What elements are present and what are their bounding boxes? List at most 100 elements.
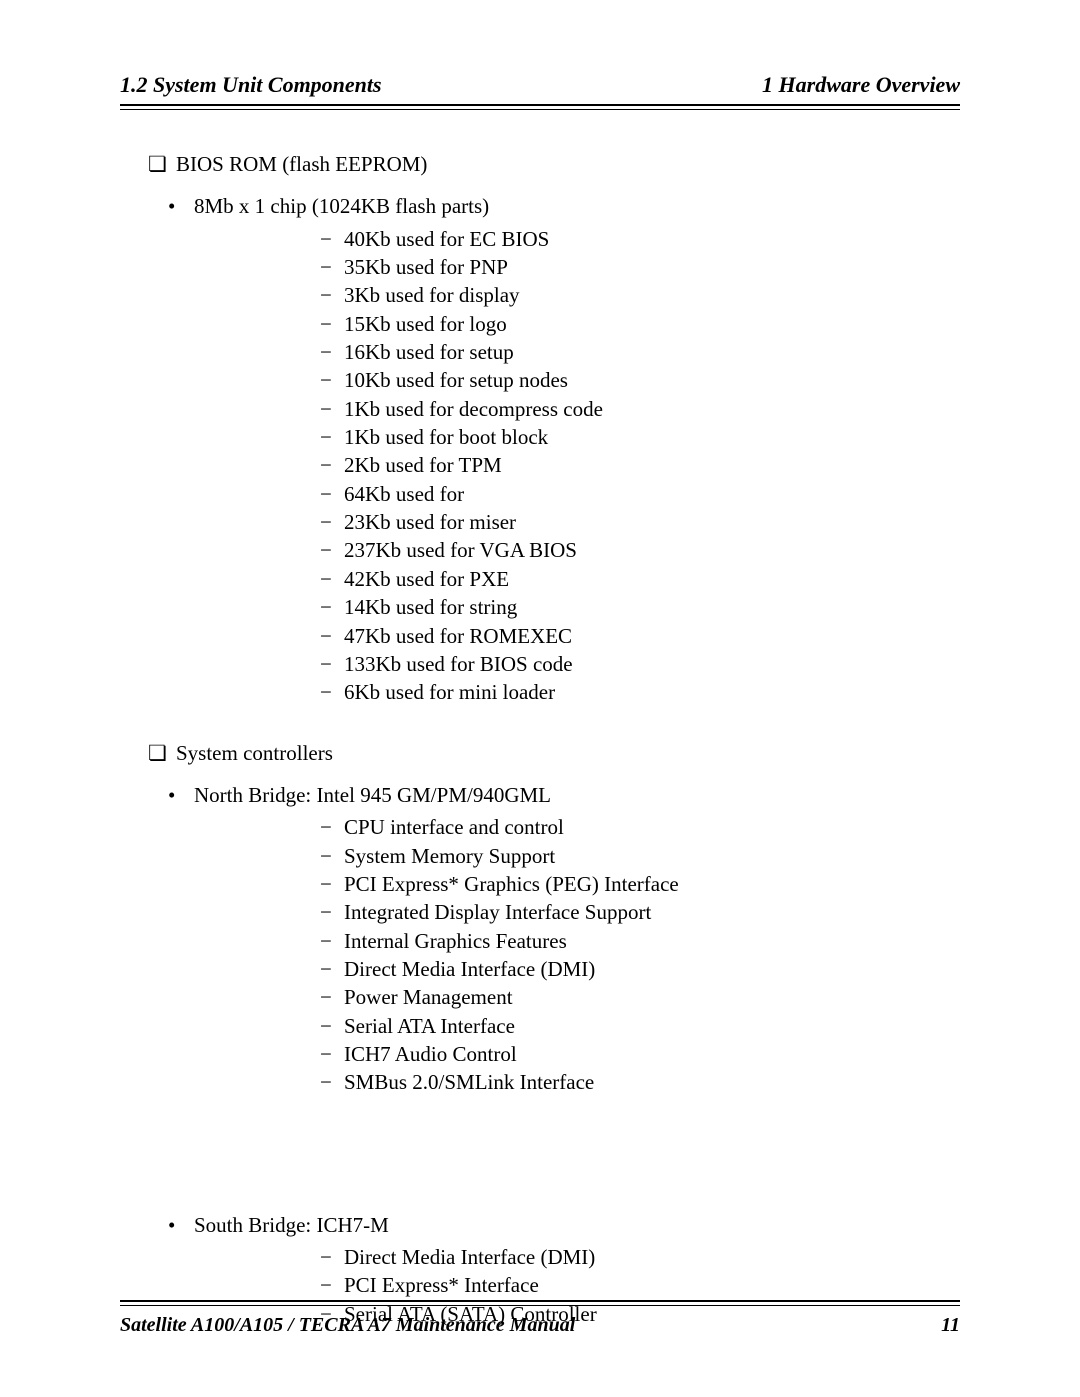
dash-item: −2Kb used for TPM xyxy=(320,451,960,479)
dash-item: −6Kb used for mini loader xyxy=(320,678,960,706)
dash-text: 2Kb used for TPM xyxy=(344,453,502,477)
content-body: ❏BIOS ROM (flash EEPROM)•8Mb x 1 chip (1… xyxy=(120,150,960,1328)
dash-text: 15Kb used for logo xyxy=(344,312,507,336)
dash-icon: − xyxy=(320,338,344,366)
dash-text: Power Management xyxy=(344,985,513,1009)
header-left: 1.2 System Unit Components xyxy=(120,72,382,98)
dash-icon: − xyxy=(320,898,344,926)
bullet-text: North Bridge: Intel 945 GM/PM/940GML xyxy=(194,783,551,807)
dash-item: −Integrated Display Interface Support xyxy=(320,898,960,926)
dash-icon: − xyxy=(320,983,344,1011)
dash-text: ICH7 Audio Control xyxy=(344,1042,517,1066)
dash-icon: − xyxy=(320,423,344,451)
header-rule xyxy=(120,104,960,110)
section-heading: ❏System controllers xyxy=(148,739,960,767)
dash-text: 3Kb used for display xyxy=(344,283,520,307)
page-footer: Satellite A100/A105 / TECRA A7 Maintenan… xyxy=(120,1300,960,1337)
dash-text: 10Kb used for setup nodes xyxy=(344,368,568,392)
dash-text: Direct Media Interface (DMI) xyxy=(344,1245,595,1269)
dash-item: −1Kb used for decompress code xyxy=(320,395,960,423)
dash-icon: − xyxy=(320,955,344,983)
dash-text: CPU interface and control xyxy=(344,815,564,839)
dash-item: −PCI Express* Interface xyxy=(320,1271,960,1299)
dash-text: 1Kb used for decompress code xyxy=(344,397,603,421)
dash-text: 64Kb used for xyxy=(344,482,464,506)
dash-icon: − xyxy=(320,225,344,253)
header-right: 1 Hardware Overview xyxy=(762,72,960,98)
dash-list: −CPU interface and control−System Memory… xyxy=(320,813,960,1096)
dash-text: Direct Media Interface (DMI) xyxy=(344,957,595,981)
dash-icon: − xyxy=(320,593,344,621)
dash-icon: − xyxy=(320,650,344,678)
dash-text: 6Kb used for mini loader xyxy=(344,680,555,704)
dash-icon: − xyxy=(320,1068,344,1096)
dash-item: −133Kb used for BIOS code xyxy=(320,650,960,678)
dash-text: 237Kb used for VGA BIOS xyxy=(344,538,577,562)
dash-text: PCI Express* Interface xyxy=(344,1273,539,1297)
bullet-icon: • xyxy=(168,192,194,220)
dash-text: Serial ATA Interface xyxy=(344,1014,515,1038)
dash-text: 42Kb used for PXE xyxy=(344,567,509,591)
dash-icon: − xyxy=(320,310,344,338)
section-title: BIOS ROM (flash EEPROM) xyxy=(176,152,427,176)
footer-right: 11 xyxy=(941,1314,960,1337)
dash-item: −CPU interface and control xyxy=(320,813,960,841)
bullet-text: 8Mb x 1 chip (1024KB flash parts) xyxy=(194,194,489,218)
dash-icon: − xyxy=(320,1271,344,1299)
footer-rule xyxy=(120,1300,960,1306)
section-heading: ❏BIOS ROM (flash EEPROM) xyxy=(148,150,960,178)
dash-item: −System Memory Support xyxy=(320,842,960,870)
bullet-icon: • xyxy=(168,1211,194,1239)
dash-item: −Power Management xyxy=(320,983,960,1011)
dash-text: 1Kb used for boot block xyxy=(344,425,548,449)
dash-text: 40Kb used for EC BIOS xyxy=(344,227,549,251)
dash-text: 47Kb used for ROMEXEC xyxy=(344,624,572,648)
dash-icon: − xyxy=(320,1040,344,1068)
dash-icon: − xyxy=(320,536,344,564)
dash-icon: − xyxy=(320,813,344,841)
bullet-icon: • xyxy=(168,781,194,809)
dash-text: 23Kb used for miser xyxy=(344,510,516,534)
dash-text: 35Kb used for PNP xyxy=(344,255,508,279)
dash-item: −PCI Express* Graphics (PEG) Interface xyxy=(320,870,960,898)
section-title: System controllers xyxy=(176,741,333,765)
dash-item: −16Kb used for setup xyxy=(320,338,960,366)
dash-icon: − xyxy=(320,870,344,898)
dash-text: 14Kb used for string xyxy=(344,595,517,619)
dash-icon: − xyxy=(320,480,344,508)
dash-text: SMBus 2.0/SMLink Interface xyxy=(344,1070,594,1094)
dash-item: −SMBus 2.0/SMLink Interface xyxy=(320,1068,960,1096)
dash-icon: − xyxy=(320,508,344,536)
dash-text: PCI Express* Graphics (PEG) Interface xyxy=(344,872,679,896)
checkbox-icon: ❏ xyxy=(148,739,176,767)
dash-icon: − xyxy=(320,1243,344,1271)
dash-item: −15Kb used for logo xyxy=(320,310,960,338)
dash-item: −47Kb used for ROMEXEC xyxy=(320,622,960,650)
dash-item: −14Kb used for string xyxy=(320,593,960,621)
bullet-text: South Bridge: ICH7-M xyxy=(194,1213,389,1237)
dash-text: 16Kb used for setup xyxy=(344,340,514,364)
dash-item: −Serial ATA Interface xyxy=(320,1012,960,1040)
dash-icon: − xyxy=(320,678,344,706)
dash-item: −Internal Graphics Features xyxy=(320,927,960,955)
dash-icon: − xyxy=(320,366,344,394)
dash-item: −237Kb used for VGA BIOS xyxy=(320,536,960,564)
dash-item: −35Kb used for PNP xyxy=(320,253,960,281)
dash-item: −1Kb used for boot block xyxy=(320,423,960,451)
dash-icon: − xyxy=(320,842,344,870)
checkbox-icon: ❏ xyxy=(148,150,176,178)
dash-item: −ICH7 Audio Control xyxy=(320,1040,960,1068)
dash-item: −10Kb used for setup nodes xyxy=(320,366,960,394)
dash-list: −40Kb used for EC BIOS−35Kb used for PNP… xyxy=(320,225,960,707)
dash-icon: − xyxy=(320,565,344,593)
bullet-item: •South Bridge: ICH7-M xyxy=(168,1211,960,1239)
page-header: 1.2 System Unit Components 1 Hardware Ov… xyxy=(120,72,960,104)
dash-icon: − xyxy=(320,622,344,650)
dash-icon: − xyxy=(320,927,344,955)
dash-icon: − xyxy=(320,451,344,479)
dash-text: System Memory Support xyxy=(344,844,555,868)
page: 1.2 System Unit Components 1 Hardware Ov… xyxy=(0,0,1080,1397)
dash-text: Integrated Display Interface Support xyxy=(344,900,651,924)
dash-text: Internal Graphics Features xyxy=(344,929,567,953)
footer-left: Satellite A100/A105 / TECRA A7 Maintenan… xyxy=(120,1314,575,1337)
